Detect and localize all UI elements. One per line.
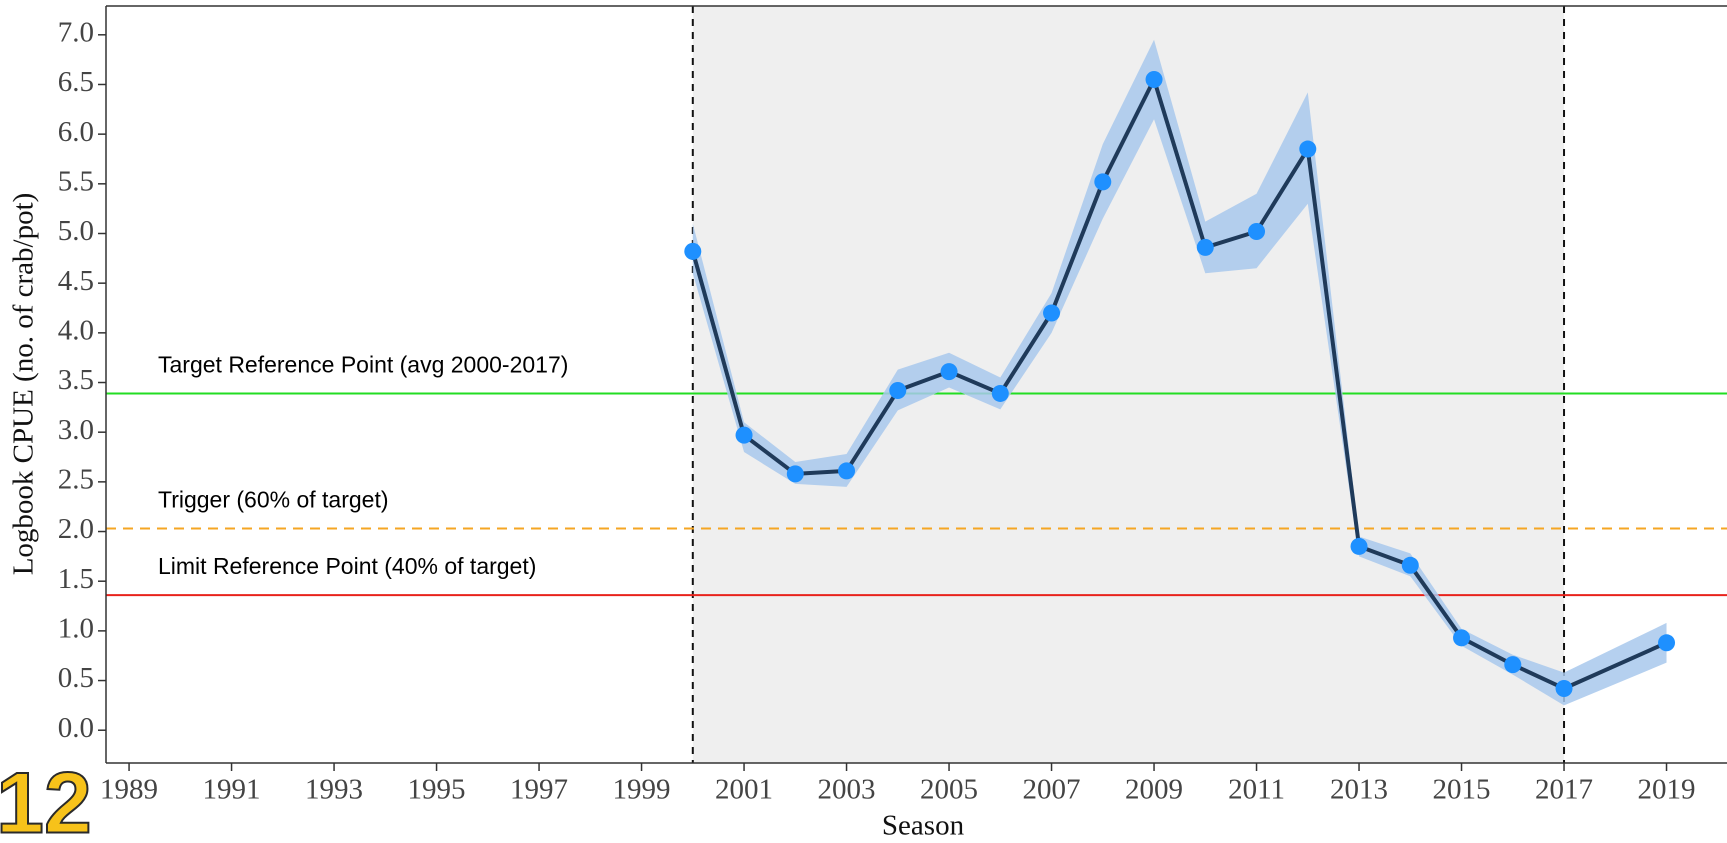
x-tick-label: 1989 — [100, 774, 158, 806]
data-point — [1043, 304, 1061, 322]
y-tick-label: 0.0 — [58, 712, 94, 744]
y-tick-label: 1.5 — [58, 563, 94, 595]
x-tick-label: 2017 — [1535, 774, 1593, 806]
data-point — [838, 462, 856, 480]
x-tick-label: 2001 — [715, 774, 773, 806]
y-tick-label: 7.0 — [58, 16, 94, 48]
x-tick-label: 2005 — [920, 774, 978, 806]
y-axis-label: Logbook CPUE (no. of crab/pot) — [8, 193, 40, 576]
x-tick-label: 2009 — [1125, 774, 1183, 806]
y-tick-label: 4.0 — [58, 314, 94, 346]
data-point — [1401, 556, 1419, 574]
x-tick-label: 2013 — [1330, 774, 1388, 806]
x-tick-label: 2007 — [1023, 774, 1081, 806]
reference-label: Limit Reference Point (40% of target) — [158, 553, 536, 579]
y-tick-label: 2.0 — [58, 513, 94, 545]
x-tick-label: 1995 — [408, 774, 466, 806]
data-point — [1504, 656, 1522, 674]
data-point — [1299, 140, 1317, 158]
data-point — [1555, 679, 1573, 697]
data-point — [991, 384, 1009, 402]
data-point — [1453, 629, 1471, 647]
y-tick-label: 5.5 — [58, 165, 94, 197]
confidence-band — [692, 39, 1667, 706]
reference-label: Target Reference Point (avg 2000-2017) — [158, 352, 568, 378]
data-point — [1094, 173, 1112, 191]
y-tick-label: 4.5 — [58, 265, 94, 297]
x-tick-label: 2015 — [1433, 774, 1491, 806]
x-tick-label: 2003 — [818, 774, 876, 806]
x-tick-label: 1999 — [613, 774, 671, 806]
y-tick-label: 3.5 — [58, 364, 94, 396]
data-point — [940, 363, 958, 381]
y-tick-label: 3.0 — [58, 414, 94, 446]
y-tick-label: 0.5 — [58, 662, 94, 694]
x-tick-label: 2011 — [1228, 774, 1285, 806]
badge: 12 — [0, 756, 92, 843]
y-tick-label: 1.0 — [58, 613, 94, 645]
x-axis-label: Season — [882, 810, 965, 842]
data-point — [1658, 634, 1676, 652]
data-point — [1196, 238, 1214, 256]
reference-label: Trigger (60% of target) — [158, 487, 389, 513]
x-tick-label: 1991 — [203, 774, 261, 806]
x-tick-label: 1993 — [305, 774, 363, 806]
data-point — [1248, 223, 1266, 241]
data-point — [1350, 537, 1368, 555]
x-tick-label: 2019 — [1638, 774, 1696, 806]
y-tick-label: 5.0 — [58, 215, 94, 247]
y-tick-label: 6.0 — [58, 116, 94, 148]
data-point — [889, 381, 907, 399]
data-point — [1145, 71, 1163, 89]
y-tick-label: 2.5 — [58, 464, 94, 496]
data-point — [786, 465, 804, 483]
x-tick-label: 1997 — [510, 774, 568, 806]
y-tick-label: 6.5 — [58, 66, 94, 98]
data-point — [684, 242, 702, 260]
data-point — [735, 426, 753, 444]
